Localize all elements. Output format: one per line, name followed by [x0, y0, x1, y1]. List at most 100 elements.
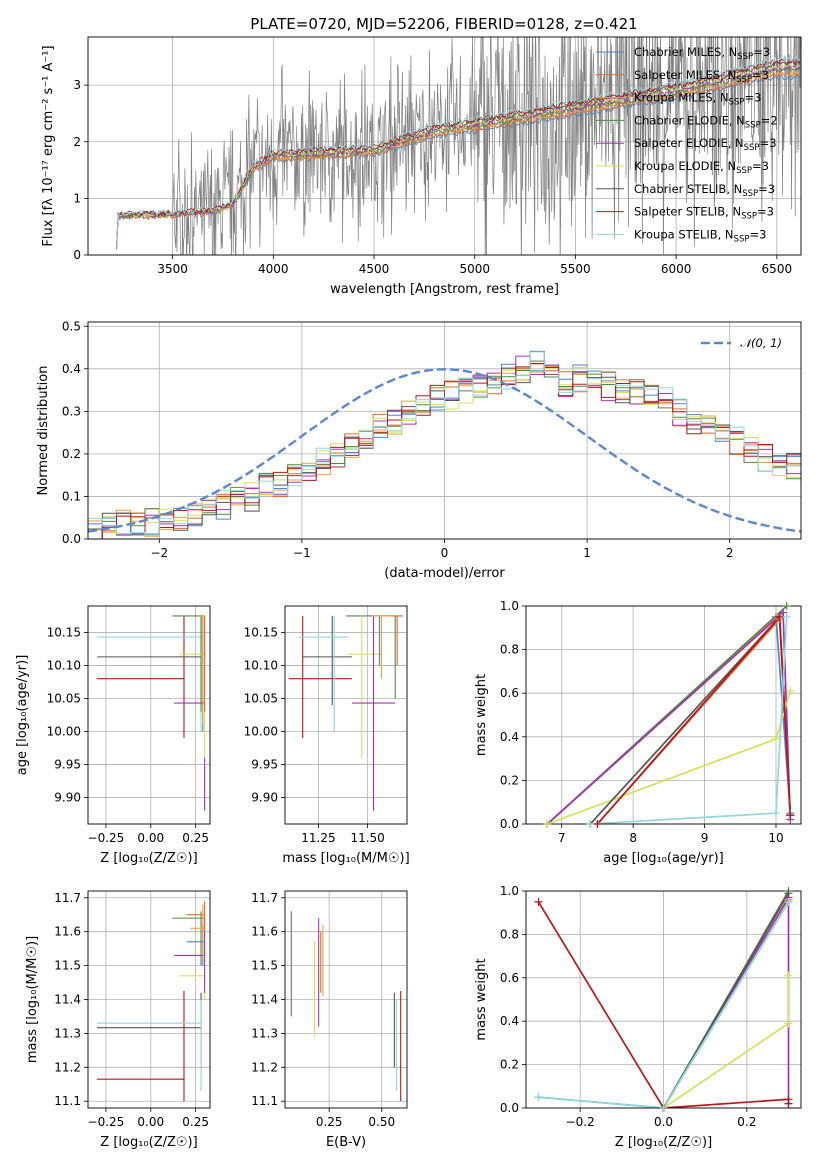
tick-label-x: 5500	[560, 262, 591, 276]
plot-area	[290, 911, 402, 1102]
x-axis-label: Z [log₁₀(Z/Z☉)]	[100, 851, 197, 866]
y-axis-label: mass [log₁₀(M/M☉)]	[25, 936, 40, 1063]
tick-label-y: 11.4	[251, 993, 278, 1007]
tick-label-y: 10.15	[47, 625, 81, 639]
legend-entry: Chabrier MILES, NSSP=3	[634, 45, 770, 62]
tick-label-x: 0.00	[137, 1115, 164, 1129]
tick-label-y: 10.00	[47, 725, 81, 739]
tick-label-y: 0.8	[500, 643, 519, 657]
legend-entry: Kroupa ELODIE, NSSP=3	[634, 159, 769, 176]
tick-label-x: −0.25	[88, 831, 125, 845]
x-axis-label: Z [log₁₀(Z/Z☉)]	[615, 1135, 712, 1150]
y-axis-label: mass weight	[474, 958, 489, 1040]
tick-label-x: −1	[293, 546, 311, 560]
weight-marker	[772, 809, 780, 818]
tick-label-x: 0	[441, 546, 449, 560]
weight-marker	[784, 971, 793, 980]
weight-marker	[779, 608, 788, 617]
tick-label-y: 11.2	[251, 1060, 278, 1074]
tick-label-y: 10.05	[47, 691, 81, 705]
tick-label-y: 10.00	[244, 725, 278, 739]
tick-label-x: 0.50	[368, 1115, 395, 1129]
tick-label-x: 3500	[157, 262, 188, 276]
plot-area	[96, 901, 206, 1102]
tick-label-y: 11.3	[54, 1026, 81, 1040]
tick-label-y: 11.7	[54, 891, 81, 905]
tick-label-y: 0.4	[500, 1014, 519, 1028]
weight-marker	[534, 897, 543, 906]
tick-label-y: 11.3	[251, 1026, 278, 1040]
y-axis-label: age [log₁₀(age/yr)]	[15, 655, 30, 776]
tick-label-y: 3	[73, 78, 81, 92]
x-axis-label: Z [log₁₀(Z/Z☉)]	[100, 1135, 197, 1150]
legend-entry: Salpeter STELIB, NSSP=3	[634, 205, 774, 222]
axes-frame	[87, 321, 802, 540]
x-axis-label: E(B-V)	[326, 1135, 366, 1150]
tick-label-y: 11.1	[251, 1094, 278, 1108]
tick-label-y: 2	[73, 135, 81, 149]
tick-label-x: 4000	[258, 262, 289, 276]
histogram-step	[88, 351, 801, 536]
tick-label-y: 9.95	[54, 758, 81, 772]
tick-label-y: 11.2	[54, 1060, 81, 1074]
tick-label-y: 0.0	[62, 532, 81, 546]
tick-label-x: 11.25	[301, 831, 335, 845]
weight-marker	[784, 1099, 793, 1108]
weight-marker	[786, 687, 795, 696]
tick-label-x: 6000	[661, 262, 692, 276]
chart-age_vs_Z: −0.25 0.00 0.25 9.90 9.95 10.00 10.05 10.10 10.1…	[15, 605, 211, 866]
weight-marker	[786, 811, 795, 820]
tick-label-y: 9.95	[251, 758, 278, 772]
weight-marker	[784, 1019, 793, 1028]
chart-mass_vs_ebv: 0.25 0.50 11.1 11.2 11.3 11.4 11.5 11.6 11.7 E(B-…	[251, 890, 408, 1150]
axes-frame	[284, 605, 408, 825]
model-line	[116, 58, 801, 247]
tick-label-y: 11.6	[54, 925, 81, 939]
axes-frame	[525, 605, 802, 825]
tick-label-y: 0.0	[500, 817, 519, 831]
legend-entry: Kroupa STELIB, NSSP=3	[634, 227, 766, 244]
tick-label-y: 0.6	[500, 971, 519, 985]
tick-label-y: 10.10	[244, 658, 278, 672]
tick-label-y: 11.5	[251, 959, 278, 973]
tick-label-x: −0.2	[566, 1115, 595, 1129]
chart-mass_weight_vs_Z: −0.2 0.0 0.2 0.0 0.2 0.4 0.6 0.8 1.0 Z [log₁₀(Z/Z…	[474, 884, 802, 1150]
plot-area	[116, 37, 801, 255]
model-line	[116, 55, 801, 248]
legend-entry: Salpeter ELODIE, NSSP=3	[634, 136, 777, 153]
tick-label-x: 5000	[459, 262, 490, 276]
tick-label-y: 1	[73, 191, 81, 205]
plot-area	[88, 350, 801, 539]
tick-label-x: 0.2	[737, 1115, 756, 1129]
x-axis-label: wavelength [Angstrom, rest frame]	[330, 282, 559, 297]
tick-label-y: 10.15	[244, 625, 278, 639]
tick-label-x: −0.25	[88, 1115, 125, 1129]
tick-label-y: 0	[73, 248, 81, 262]
tick-label-x: 9	[701, 831, 709, 845]
tick-label-x: 0.25	[182, 831, 209, 845]
tick-label-y: 0.4	[500, 730, 519, 744]
tick-label-y: 0.2	[62, 447, 81, 461]
tick-label-y: 11.4	[54, 993, 81, 1007]
weight-marker	[593, 820, 602, 828]
chart-residuals: −2 −1 0 1 2 0.0 0.1 0.2 0.3 0.4 0.5 (data-model)/er…	[36, 319, 802, 581]
tick-label-x: 0.25	[182, 1115, 209, 1129]
chart-spectrum: 3500 4000 4500 5000 5500 6000 6500 0 1 2 3 waveleng…	[41, 36, 802, 297]
tick-label-y: 0.5	[62, 319, 81, 333]
tick-label-x: 1	[583, 546, 591, 560]
tick-label-x: 0.25	[316, 1115, 343, 1129]
tick-label-y: 0.8	[500, 927, 519, 941]
tick-label-x: 10	[768, 831, 783, 845]
weight-marker	[784, 897, 793, 906]
axes-frame	[87, 36, 802, 256]
tick-label-y: 0.6	[500, 686, 519, 700]
y-axis-label: Flux [fλ 10⁻¹⁷ erg cm⁻² s⁻¹ A⁻¹]	[41, 45, 56, 246]
tick-label-y: 9.90	[54, 791, 81, 805]
tick-label-y: 0.1	[62, 489, 81, 503]
chart-age_vs_mass: 11.25 11.50 9.90 9.95 10.00 10.05 10.10 10.15 ma…	[244, 605, 410, 866]
weight-marker	[659, 1104, 668, 1112]
tick-label-y: 0.3	[62, 404, 81, 418]
chart-mass_vs_Z: −0.25 0.00 0.25 11.1 11.2 11.3 11.4 11.5 11.6 11.…	[25, 890, 211, 1150]
tick-label-x: −2	[150, 546, 168, 560]
